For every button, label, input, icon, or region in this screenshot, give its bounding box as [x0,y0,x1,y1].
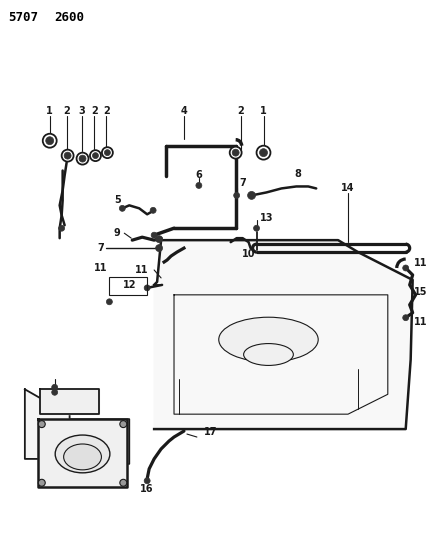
Circle shape [403,314,409,321]
Circle shape [38,421,45,427]
Circle shape [93,152,98,159]
Text: 13: 13 [260,213,273,223]
Text: 7: 7 [239,179,246,189]
Circle shape [196,182,202,189]
Circle shape [52,384,57,390]
Text: 12: 12 [123,280,136,290]
Text: 9: 9 [114,228,121,238]
Ellipse shape [244,344,293,366]
Circle shape [151,232,157,238]
Circle shape [52,389,57,395]
Circle shape [254,225,260,231]
Circle shape [119,205,125,211]
Text: 1: 1 [46,106,53,116]
Circle shape [120,479,127,486]
Circle shape [46,137,54,144]
Text: 7: 7 [98,243,104,253]
Text: 1: 1 [260,106,267,116]
Circle shape [144,285,150,291]
Ellipse shape [219,317,318,362]
Circle shape [232,149,239,156]
Text: 4: 4 [181,106,187,116]
Text: 14: 14 [341,183,355,193]
Text: 2: 2 [103,106,110,116]
Circle shape [38,479,45,486]
Text: 5: 5 [114,196,121,205]
Circle shape [150,207,156,213]
Text: 2600: 2600 [54,11,85,25]
Text: 2: 2 [91,106,98,116]
Polygon shape [154,240,413,429]
Text: 11: 11 [414,317,427,327]
Circle shape [403,265,409,271]
Circle shape [260,149,268,157]
Circle shape [106,299,112,305]
Bar [109,277,147,295]
Text: 3: 3 [78,106,85,116]
Circle shape [76,152,88,165]
Text: 16: 16 [140,484,154,494]
Ellipse shape [55,435,110,473]
Circle shape [144,478,150,484]
Text: 6: 6 [196,169,202,180]
Text: 10: 10 [242,249,255,259]
Circle shape [79,155,86,162]
Polygon shape [40,389,100,414]
Text: 11: 11 [134,265,148,275]
Circle shape [59,225,65,231]
Text: 11: 11 [414,258,427,268]
Circle shape [104,150,110,156]
Text: 11: 11 [94,263,107,273]
Text: 8: 8 [295,168,302,179]
Text: 2: 2 [63,106,70,116]
Text: 17: 17 [204,427,218,437]
Circle shape [120,421,127,427]
Circle shape [90,150,101,161]
Polygon shape [25,389,129,469]
Circle shape [43,134,57,148]
Circle shape [230,147,242,159]
Text: 5707: 5707 [8,11,38,25]
Text: 2: 2 [237,106,244,116]
Circle shape [257,146,270,159]
Circle shape [248,191,256,199]
Polygon shape [38,419,127,487]
Ellipse shape [63,444,101,470]
Circle shape [62,150,74,161]
Circle shape [234,192,240,198]
Circle shape [102,147,113,158]
Circle shape [64,152,71,159]
Circle shape [156,245,163,252]
Text: 15: 15 [414,287,427,297]
Circle shape [156,236,163,243]
